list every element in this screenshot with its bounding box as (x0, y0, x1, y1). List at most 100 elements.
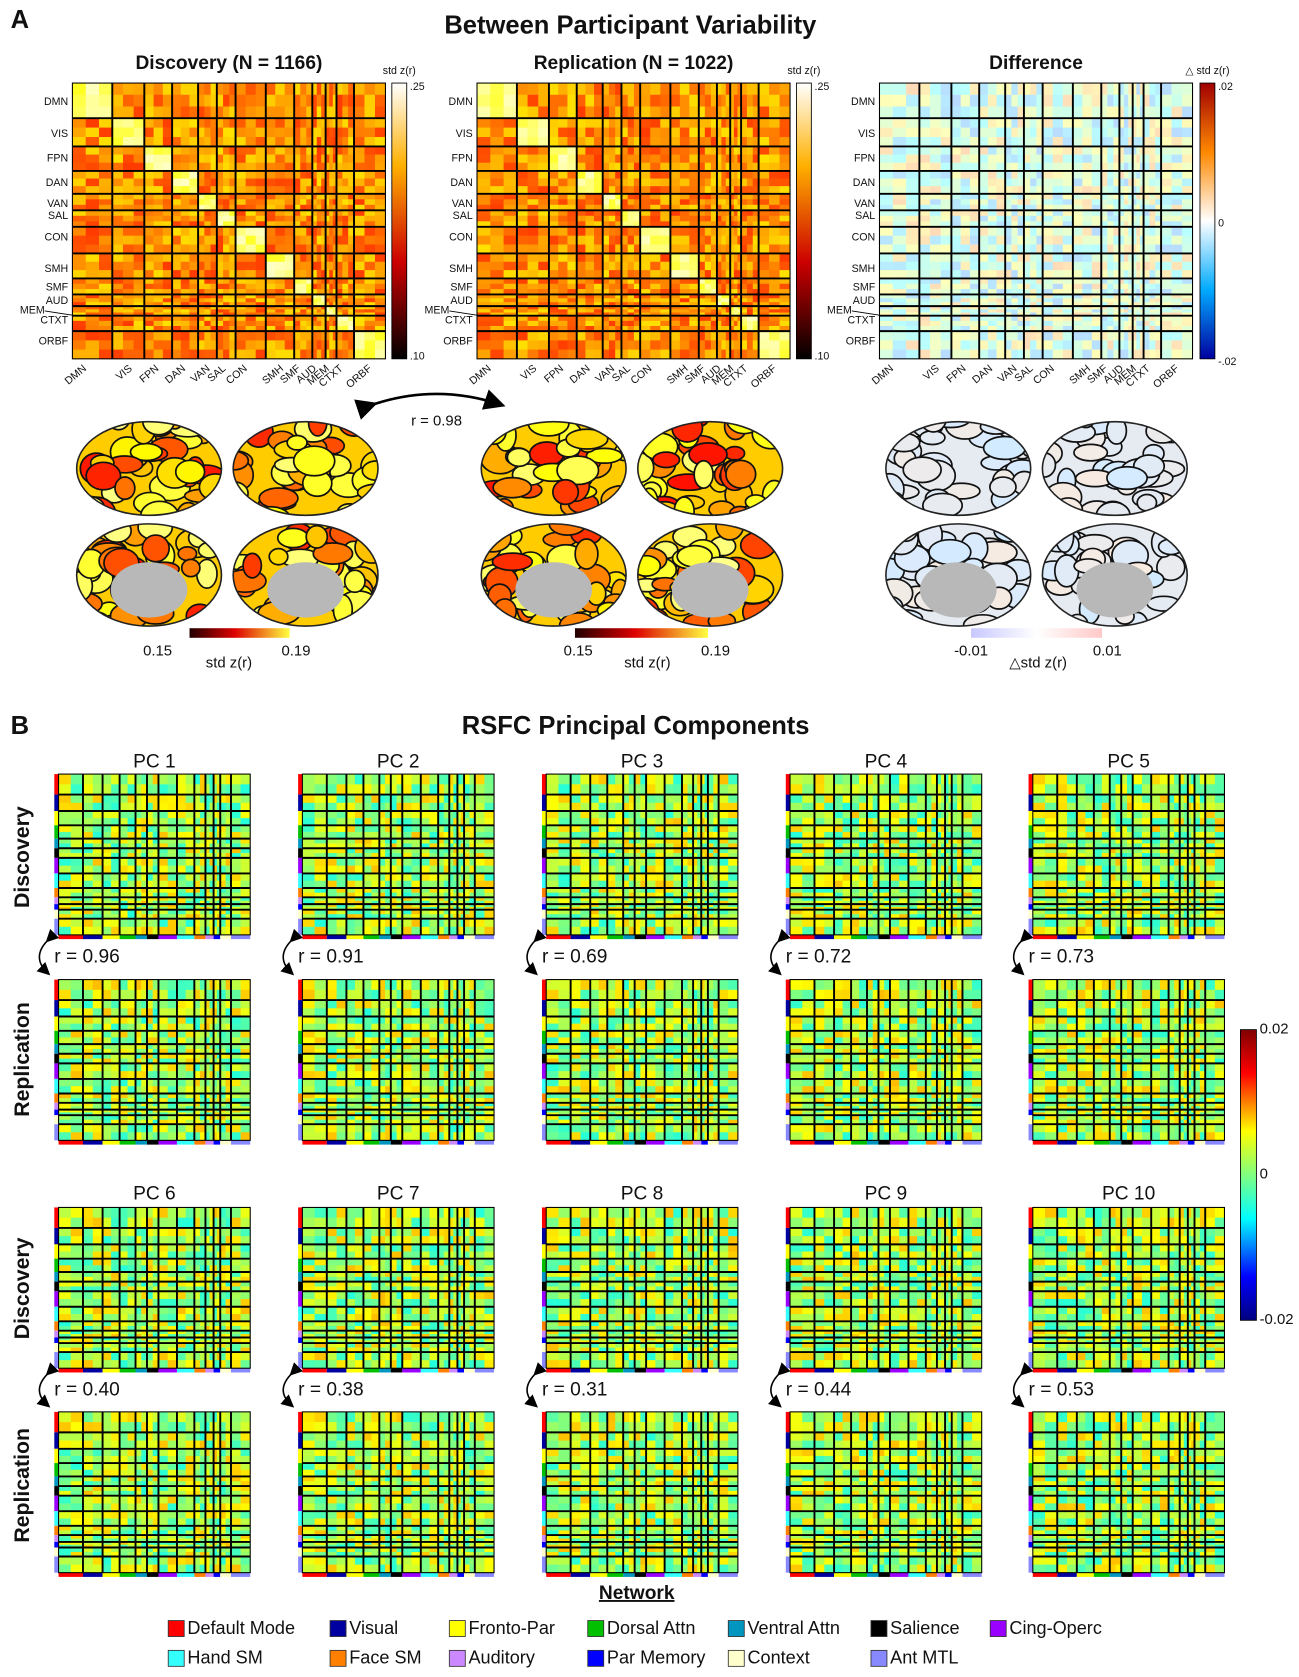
matrix-cell (558, 331, 568, 341)
matrix-cell (123, 155, 134, 163)
matrix-cell (490, 236, 504, 245)
matrix-cell (650, 179, 660, 187)
matrix-cell (680, 179, 690, 187)
matrix-cell (528, 321, 539, 326)
matrix-cell (517, 106, 528, 118)
matrix-cell (640, 106, 650, 118)
matrix-cell (1073, 321, 1083, 326)
matrix-cell (1005, 309, 1012, 313)
matrix-cell (721, 227, 726, 236)
matrix-cell (154, 227, 164, 236)
matrix-cell (1182, 253, 1193, 262)
matrix-cell (490, 95, 504, 107)
matrix-cell (1063, 270, 1073, 279)
matrix-cell (941, 227, 952, 236)
matrix-cell (734, 253, 738, 262)
matrix-cell (1107, 340, 1113, 350)
matrix-cell (979, 118, 988, 128)
matrix-cell (997, 146, 1006, 154)
row-label: FPN (452, 152, 473, 164)
matrix-cell (680, 155, 690, 163)
matrix-cell (1053, 128, 1063, 138)
matrix-cell (317, 227, 322, 236)
matrix-cell (879, 106, 893, 118)
matrix-cell (1124, 155, 1129, 163)
matrix-cell (123, 137, 134, 147)
matrix-cell (72, 262, 86, 271)
matrix-cell (375, 236, 386, 245)
matrix-cell (988, 270, 997, 279)
matrix-cell (375, 171, 386, 179)
matrix-cell (941, 309, 952, 313)
matrix-cell (951, 155, 961, 163)
matrix-cell (329, 179, 333, 187)
matrix-cell (930, 298, 941, 302)
matrix-cell (941, 321, 952, 326)
matrix-cell (961, 270, 971, 279)
matrix-cell (660, 331, 670, 341)
matrix-cell (285, 179, 295, 187)
matrix-cell (1136, 83, 1140, 95)
matrix-cell (1073, 236, 1083, 245)
matrix-cell (558, 216, 568, 222)
matrix-cell (621, 253, 628, 262)
legend-title: Network (599, 1583, 675, 1604)
matrix-cell (172, 321, 181, 326)
matrix-cell (72, 155, 86, 163)
matrix-cell (123, 199, 134, 205)
matrix-cell (172, 155, 181, 163)
matrix-cell (246, 128, 256, 138)
matrix-cell (223, 245, 230, 254)
column-label: DAN (970, 363, 995, 387)
matrix-cell (517, 171, 528, 179)
brain-parcel (195, 515, 235, 541)
matrix-cell (342, 171, 348, 179)
matrix-cell (1136, 284, 1140, 290)
column-label: SAL (610, 363, 633, 385)
matrix-cell (628, 83, 635, 95)
matrix-cell (879, 146, 893, 154)
matrix-cell (906, 95, 920, 107)
matrix-cell (640, 118, 650, 128)
matrix-cell (670, 216, 680, 222)
matrix-cell (266, 270, 276, 279)
matrix-cell (86, 171, 100, 179)
matrix-cell (640, 245, 650, 254)
matrix-cell (930, 321, 941, 326)
matrix-cell (1136, 227, 1140, 236)
matrix-cell (266, 227, 276, 236)
matrix-cell (640, 321, 650, 326)
matrix-cell (172, 83, 181, 95)
matrix-cell (747, 83, 753, 95)
matrix-cell (594, 262, 603, 271)
matrix-cell (567, 340, 577, 350)
matrix-cell (300, 270, 306, 279)
brain-parcel (197, 559, 217, 588)
colorbar-tick-label: .25 (410, 81, 425, 93)
matrix-cell (1107, 331, 1113, 341)
matrix-cell (1124, 262, 1129, 271)
matrix-cell (951, 350, 961, 360)
matrix-cell (342, 106, 348, 118)
brain-parcel (306, 526, 327, 548)
matrix-cell (189, 340, 198, 350)
matrix-cell (609, 253, 616, 262)
matrix-cell (123, 146, 134, 154)
matrix-cell (930, 171, 941, 179)
matrix-cell (747, 155, 753, 163)
matrix-cell (154, 253, 164, 262)
matrix-cell (577, 155, 586, 163)
matrix-cell (970, 146, 980, 154)
matrix-cell (997, 236, 1006, 245)
matrix-cell (528, 350, 539, 360)
matrix-cell (759, 309, 770, 313)
matrix-cell (906, 227, 920, 236)
matrix-cell (603, 155, 610, 163)
matrix-cell (1107, 118, 1113, 128)
matrix-cell (1161, 216, 1172, 222)
matrix-cell (528, 128, 539, 138)
matrix-cell (181, 199, 190, 205)
matrix-cell (112, 309, 123, 313)
matrix-cell (585, 298, 594, 302)
matrix-cell (134, 199, 145, 205)
